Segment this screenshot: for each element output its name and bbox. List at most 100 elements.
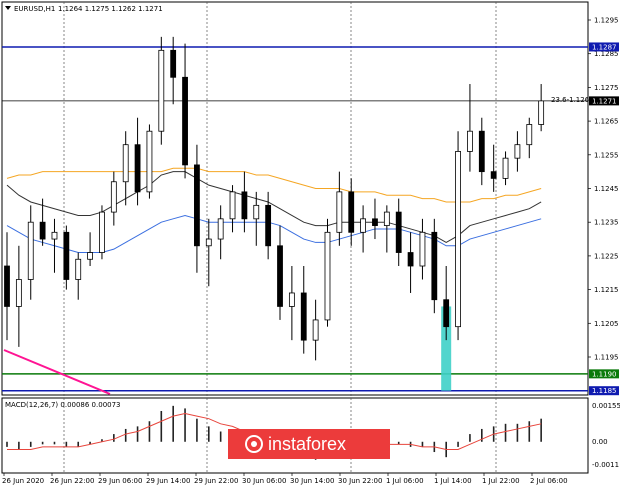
candle-body — [538, 100, 545, 125]
candle-body — [27, 221, 34, 280]
main-pane — [1, 1, 589, 396]
macd-axis-zero: 0.00 — [592, 438, 608, 446]
candle-body — [443, 299, 450, 328]
candle-body — [229, 191, 236, 220]
candle-body — [87, 252, 93, 260]
price-tick-label: 1.1285 — [594, 50, 619, 58]
time-tick-label: 1 Jul 14:00 — [434, 477, 472, 485]
dropdown-triangle-icon[interactable] — [5, 6, 11, 10]
candle-body — [51, 231, 58, 240]
ma-orange-line — [6, 167, 542, 203]
candle-body — [99, 211, 105, 253]
time-tick-label: 26 Jun 22:00 — [50, 477, 94, 485]
price-axis: 1.1295 1.1285 1.1275 1.1265 1.1255 1.1245 1.12… — [588, 17, 619, 362]
candle-body — [158, 49, 165, 132]
candle-body — [419, 231, 426, 267]
price-tag — [589, 42, 619, 52]
candle-body — [455, 151, 461, 328]
price-tick-label: 1.1205 — [594, 320, 619, 328]
candle-body — [502, 157, 509, 179]
price-tick-label: 1.1195 — [594, 354, 619, 362]
candle-body — [110, 181, 117, 213]
price-tag-label: 1.1287 — [592, 43, 617, 51]
ohlc-values: 1.1264 1.1275 1.1262 1.1271 — [58, 5, 163, 13]
candle-body — [217, 218, 224, 240]
highlight-bar[interactable] — [441, 306, 452, 391]
candle-body — [372, 218, 378, 226]
price-tick-label: 1.1215 — [594, 286, 619, 294]
time-tick-label: 30 Jun 22:00 — [338, 477, 382, 485]
macd-pane — [1, 397, 589, 474]
candle-body — [300, 292, 307, 341]
candle-body — [490, 171, 497, 179]
price-tag-label: 1.1190 — [592, 370, 617, 378]
pink-trendline[interactable] — [3, 349, 111, 395]
candle-body — [205, 238, 212, 247]
time-tick-label: 29 Jun 06:00 — [98, 477, 142, 485]
candle-body — [63, 231, 70, 280]
candle-body — [514, 144, 521, 159]
price-tag — [589, 96, 619, 106]
watermark-logo-icon — [245, 435, 263, 453]
macd-axis-bottom: -0.0011 — [592, 461, 619, 469]
ma-black-line — [6, 171, 542, 243]
candle-body — [395, 211, 402, 253]
candle-body — [4, 265, 10, 307]
vertical-grid — [63, 2, 497, 473]
price-tag — [589, 386, 619, 396]
time-tick-label: 26 Jun 2020 — [2, 477, 44, 485]
price-tick-label: 1.1265 — [594, 118, 619, 126]
price-tick-label: 1.1235 — [594, 219, 619, 227]
candle-body — [478, 130, 485, 173]
time-tick-label: 1 Jul 22:00 — [482, 477, 520, 485]
price-tick-label: 1.1255 — [594, 151, 619, 159]
header: EURUSD,H1 1.1264 1.1275 1.1262 1.1271 — [5, 5, 163, 13]
time-tick-label: 30 Jun 06:00 — [242, 477, 286, 485]
price-tag-label: 1.1185 — [592, 387, 617, 395]
fib-level-label: 23.6-1.1269 — [551, 96, 594, 104]
time-tick-label: 30 Jun 14:00 — [290, 477, 334, 485]
candle-body — [383, 211, 390, 226]
candle-body — [170, 49, 177, 78]
time-tick-label: 29 Jun 22:00 — [194, 477, 238, 485]
price-tags: 1.1287 1.1271 1.1190 1.1185 — [589, 42, 619, 396]
candle-body — [526, 124, 533, 146]
time-tick-label: 2 Jul 06:00 — [530, 477, 568, 485]
time-tick-label: 29 Jun 14:00 — [146, 477, 190, 485]
ma-blue-line — [6, 214, 542, 254]
symbol-label: EURUSD,H1 — [14, 5, 55, 13]
macd-label: MACD(12,26,7) 0.00086 0.00073 — [5, 401, 121, 409]
candle-body — [288, 292, 295, 307]
candle-body — [241, 191, 248, 220]
candle-body — [75, 258, 82, 280]
candle-body — [194, 164, 200, 247]
candle-body — [312, 319, 319, 341]
time-tick-label: 1 Jul 06:00 — [386, 477, 424, 485]
price-tick-label: 1.1225 — [594, 252, 619, 260]
watermark-banner: instaforex — [228, 429, 390, 459]
candle-body — [15, 279, 22, 307]
candle-body — [360, 218, 367, 233]
candle-body — [253, 204, 260, 220]
macd-axis-top: 0.00155 — [592, 402, 620, 410]
moving-averages — [6, 167, 542, 254]
price-tag-label: 1.1271 — [592, 97, 617, 105]
candle-body — [134, 144, 141, 193]
candle-body — [122, 144, 129, 183]
candle-body — [277, 245, 283, 307]
price-tick-label: 1.1275 — [594, 84, 619, 92]
candle-body — [348, 191, 355, 233]
candle-body — [431, 231, 438, 301]
candle-body — [324, 231, 331, 321]
candle-body — [182, 76, 188, 166]
candle-body — [467, 130, 473, 152]
candle-body — [336, 191, 343, 233]
candle-body — [265, 204, 272, 247]
price-tick-label: 1.1245 — [594, 185, 619, 193]
candle-body — [39, 221, 46, 240]
time-axis: 26 Jun 2020 26 Jun 22:00 29 Jun 06:00 29 Ju… — [2, 473, 568, 485]
price-tag — [589, 369, 619, 379]
candle-body — [146, 130, 153, 193]
watermark-text: instaforex — [268, 434, 346, 454]
